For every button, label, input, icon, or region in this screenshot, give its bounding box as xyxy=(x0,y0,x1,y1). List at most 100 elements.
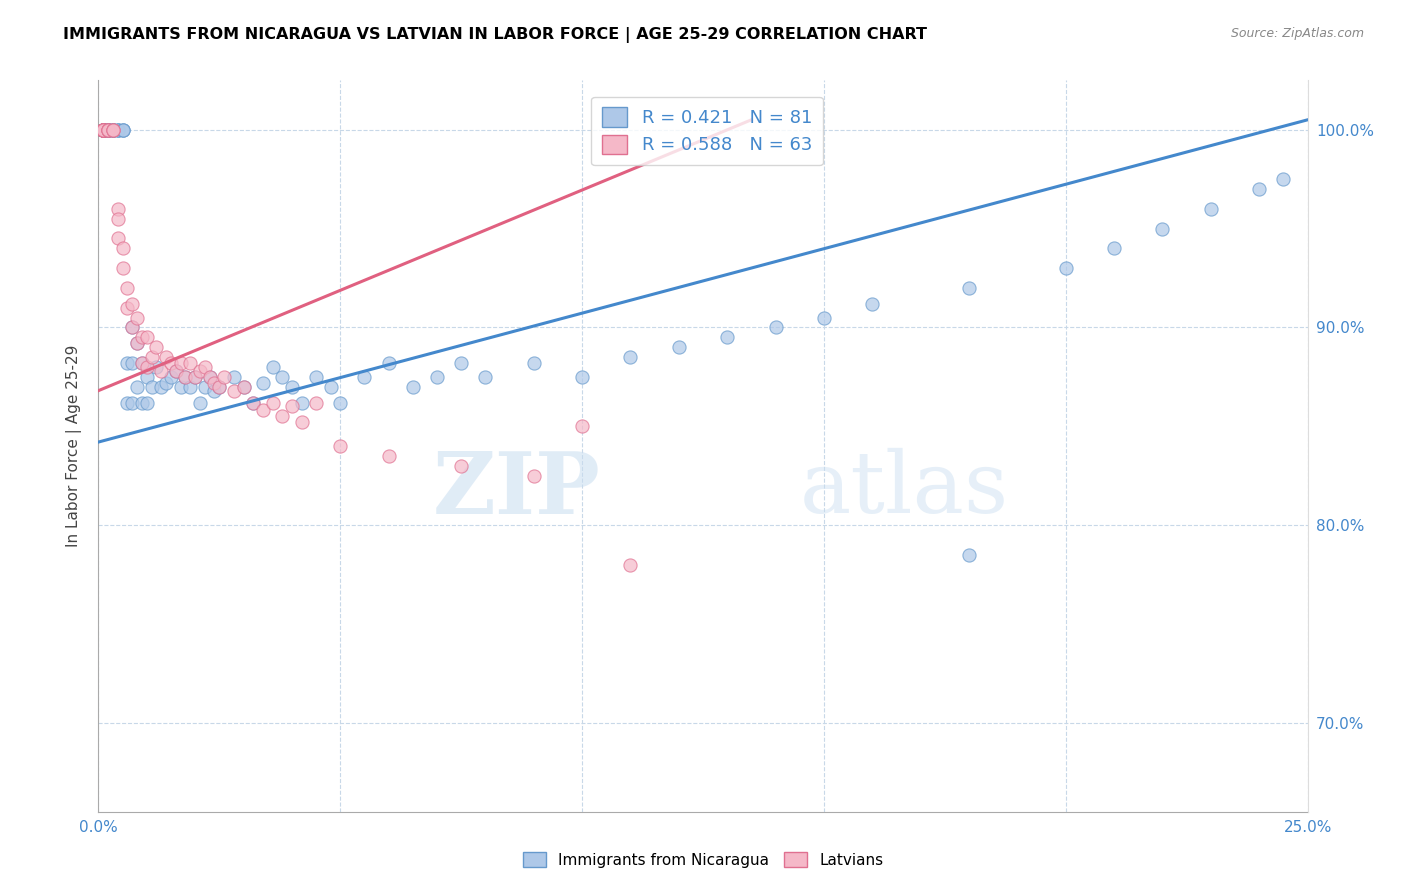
Point xyxy=(165,364,187,378)
Point xyxy=(169,380,191,394)
Point xyxy=(91,122,114,136)
Point xyxy=(184,369,207,384)
Point xyxy=(101,122,124,136)
Point xyxy=(101,122,124,136)
Point xyxy=(145,359,167,374)
Point xyxy=(111,261,134,276)
Point xyxy=(135,395,157,409)
Point xyxy=(329,439,352,453)
Point xyxy=(135,330,157,344)
Point xyxy=(141,380,163,394)
Point xyxy=(1102,241,1125,255)
Point xyxy=(91,122,114,136)
Point xyxy=(91,122,114,136)
Point xyxy=(160,369,183,384)
Point xyxy=(305,395,328,409)
Point xyxy=(571,369,593,384)
Point xyxy=(91,122,114,136)
Point xyxy=(97,122,120,136)
Point xyxy=(212,369,235,384)
Point xyxy=(450,356,472,370)
Point xyxy=(242,395,264,409)
Point xyxy=(813,310,835,325)
Point xyxy=(523,356,546,370)
Point xyxy=(1152,221,1174,235)
Point xyxy=(97,122,120,136)
Point xyxy=(188,395,211,409)
Point xyxy=(97,122,120,136)
Point xyxy=(1199,202,1222,216)
Point xyxy=(523,468,546,483)
Y-axis label: In Labor Force | Age 25-29: In Labor Force | Age 25-29 xyxy=(66,345,83,547)
Point xyxy=(145,340,167,354)
Point xyxy=(208,380,231,394)
Point xyxy=(474,369,496,384)
Point xyxy=(111,241,134,255)
Point xyxy=(135,359,157,374)
Point xyxy=(179,356,201,370)
Point xyxy=(97,122,120,136)
Text: ZIP: ZIP xyxy=(433,448,600,532)
Point xyxy=(155,376,177,390)
Point xyxy=(141,350,163,364)
Point xyxy=(117,395,139,409)
Point xyxy=(107,122,129,136)
Point xyxy=(329,395,352,409)
Point xyxy=(121,320,143,334)
Point xyxy=(232,380,254,394)
Point xyxy=(1272,172,1295,186)
Point xyxy=(377,356,399,370)
Point xyxy=(107,122,129,136)
Point xyxy=(150,380,173,394)
Point xyxy=(101,122,124,136)
Point xyxy=(107,202,129,216)
Point xyxy=(271,369,294,384)
Point xyxy=(91,122,114,136)
Point xyxy=(121,356,143,370)
Point xyxy=(131,330,153,344)
Point xyxy=(1054,261,1077,276)
Text: IMMIGRANTS FROM NICARAGUA VS LATVIAN IN LABOR FORCE | AGE 25-29 CORRELATION CHAR: IMMIGRANTS FROM NICARAGUA VS LATVIAN IN … xyxy=(63,27,928,43)
Point xyxy=(860,296,883,310)
Point xyxy=(194,380,217,394)
Point xyxy=(765,320,787,334)
Point xyxy=(127,336,149,351)
Point xyxy=(208,380,231,394)
Point xyxy=(111,122,134,136)
Point xyxy=(127,380,149,394)
Point xyxy=(252,403,274,417)
Point xyxy=(353,369,375,384)
Point xyxy=(290,395,312,409)
Point xyxy=(91,122,114,136)
Point xyxy=(281,380,304,394)
Point xyxy=(155,350,177,364)
Point xyxy=(571,419,593,434)
Point xyxy=(111,122,134,136)
Point xyxy=(150,364,173,378)
Point xyxy=(117,301,139,315)
Point xyxy=(107,122,129,136)
Point xyxy=(135,369,157,384)
Point xyxy=(91,122,114,136)
Point xyxy=(97,122,120,136)
Point xyxy=(111,122,134,136)
Point xyxy=(450,458,472,473)
Point xyxy=(188,364,211,378)
Point xyxy=(97,122,120,136)
Point xyxy=(117,356,139,370)
Point xyxy=(262,395,284,409)
Point xyxy=(198,369,221,384)
Point xyxy=(222,384,245,398)
Point xyxy=(121,296,143,310)
Point xyxy=(165,364,187,378)
Point xyxy=(91,122,114,136)
Point xyxy=(91,122,114,136)
Point xyxy=(101,122,124,136)
Point xyxy=(91,122,114,136)
Point xyxy=(127,310,149,325)
Point xyxy=(194,359,217,374)
Point xyxy=(290,415,312,429)
Point xyxy=(204,384,226,398)
Point xyxy=(97,122,120,136)
Point xyxy=(97,122,120,136)
